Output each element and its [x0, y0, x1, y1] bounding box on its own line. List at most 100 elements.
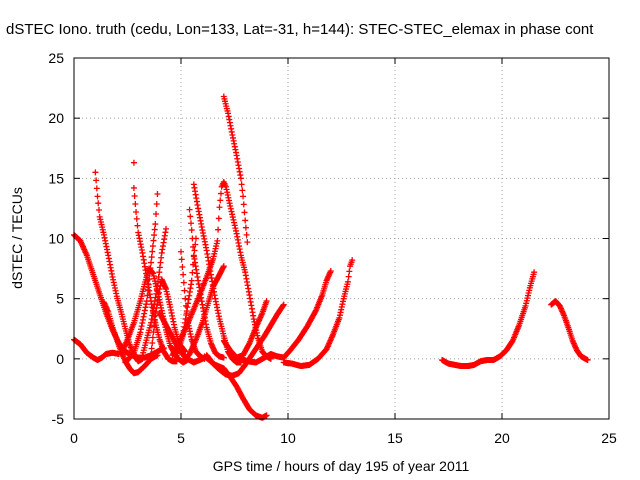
- x-axis-label: GPS time / hours of day 195 of year 2011: [213, 458, 470, 474]
- data-point: [186, 206, 193, 213]
- data-point: [178, 256, 185, 263]
- data-point: [344, 278, 351, 285]
- data-point: [150, 237, 157, 244]
- data-point: [345, 273, 352, 280]
- data-point: [240, 201, 247, 208]
- series-7: [122, 190, 161, 366]
- data-point: [239, 187, 246, 194]
- data-point: [154, 190, 161, 197]
- data-point: [149, 334, 156, 341]
- data-point: [130, 350, 137, 357]
- x-tick-label: 5: [177, 430, 185, 446]
- series-19: [203, 301, 287, 379]
- y-tick-label: 10: [48, 231, 64, 247]
- y-axis-label: dSTEC / TECUs: [9, 187, 25, 289]
- data-point: [189, 269, 196, 276]
- x-tick-label: 0: [70, 430, 78, 446]
- y-tick-labels: -5 0 5 10 15 20 25: [48, 50, 64, 427]
- data-point: [150, 329, 157, 336]
- x-tick-label: 25: [601, 430, 617, 446]
- data-point: [238, 181, 245, 188]
- y-tick-label: -5: [52, 411, 65, 427]
- data-point: [177, 336, 184, 343]
- data-point: [92, 169, 99, 176]
- y-tick-label: 5: [56, 291, 64, 307]
- data-point: [146, 270, 153, 277]
- data-point: [130, 159, 137, 166]
- series-24: [548, 298, 591, 364]
- series-21: [235, 267, 334, 366]
- data-point: [131, 192, 138, 199]
- data-point: [143, 298, 150, 305]
- y-tick-label: 15: [48, 170, 64, 186]
- data-point: [94, 193, 101, 200]
- data-point: [187, 220, 194, 227]
- plot-frame: [73, 57, 610, 420]
- data-point: [145, 281, 152, 288]
- data-point: [132, 201, 139, 208]
- data-point: [148, 259, 155, 266]
- data-point: [149, 340, 156, 347]
- data-point: [144, 292, 151, 299]
- series-22: [280, 257, 356, 370]
- data-point: [531, 269, 538, 276]
- x-tick-label: 10: [280, 430, 296, 446]
- data-point: [241, 209, 248, 216]
- data-point: [144, 287, 151, 294]
- data-point: [154, 352, 161, 359]
- data-point: [244, 239, 251, 246]
- data-point: [190, 243, 197, 250]
- series-13: [186, 206, 227, 361]
- data-point: [130, 184, 137, 191]
- series-20: [220, 298, 270, 361]
- data-point: [93, 185, 100, 192]
- data-series: [71, 93, 591, 421]
- data-point: [133, 209, 140, 216]
- chart-title: dSTEC Iono. truth (cedu, Lon=133, Lat=-3…: [6, 21, 594, 38]
- data-point: [188, 227, 195, 234]
- data-point: [153, 211, 160, 218]
- data-point: [133, 215, 140, 222]
- data-point: [156, 286, 163, 293]
- data-point: [179, 263, 186, 270]
- data-point: [346, 268, 353, 275]
- data-point: [242, 217, 249, 224]
- data-point: [242, 224, 249, 231]
- data-point: [189, 235, 196, 242]
- data-point: [93, 177, 100, 184]
- data-point: [217, 197, 224, 204]
- series-23: [439, 269, 538, 370]
- data-point: [216, 204, 223, 211]
- data-point: [163, 225, 170, 232]
- data-point: [146, 276, 153, 283]
- data-point: [95, 207, 102, 214]
- data-point: [151, 232, 158, 239]
- y-tick-label: 20: [48, 110, 64, 126]
- data-point: [148, 351, 155, 358]
- data-point: [349, 257, 356, 264]
- data-point: [263, 412, 270, 419]
- x-tick-label: 20: [494, 430, 510, 446]
- data-point: [178, 248, 184, 255]
- data-point: [134, 222, 141, 229]
- data-point: [243, 231, 250, 238]
- data-point: [181, 287, 188, 294]
- data-point: [312, 308, 319, 315]
- grid-lines: [74, 58, 609, 419]
- data-point: [217, 190, 224, 197]
- data-point: [152, 221, 159, 228]
- data-point: [151, 318, 158, 325]
- data-point: [148, 345, 155, 352]
- data-point: [182, 295, 189, 302]
- data-point: [263, 298, 270, 305]
- series-16: [220, 93, 251, 246]
- data-point: [151, 323, 158, 330]
- data-point: [191, 247, 198, 254]
- data-point: [187, 213, 194, 220]
- data-point: [220, 263, 227, 270]
- data-point: [215, 226, 222, 233]
- data-point: [214, 237, 221, 244]
- data-point: [237, 175, 244, 182]
- data-point: [147, 265, 154, 272]
